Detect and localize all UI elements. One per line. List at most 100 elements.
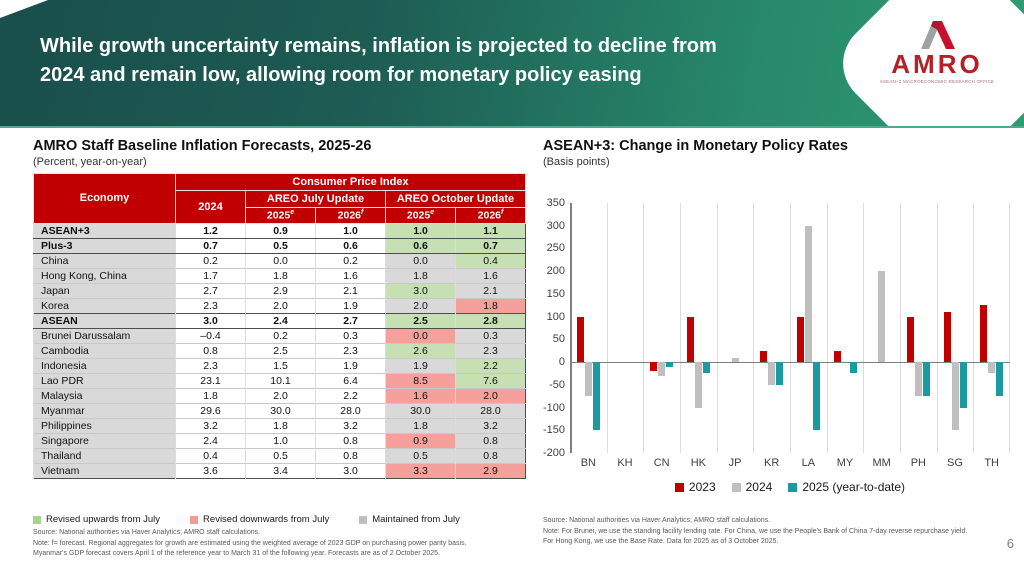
- y-tick-label: -50: [549, 378, 565, 391]
- y-tick-label: -150: [542, 424, 565, 437]
- value-cell: 1.7: [175, 267, 246, 283]
- table-row-indonesia: Indonesia 2.3 1.5 1.9 1.9 2.2: [33, 357, 526, 373]
- value-cell: 0.0: [245, 252, 316, 268]
- chart-legend: 2023 2024 2025 (year-to-date): [570, 480, 1010, 494]
- legend-swatch-icon: [33, 515, 41, 524]
- value-cell: 1.1: [454, 222, 526, 239]
- table-row-vietnam: Vietnam 3.6 3.4 3.0 3.3 2.9: [33, 462, 526, 478]
- bar-bn-2025: [592, 362, 600, 431]
- value-cell: 28.0: [315, 402, 386, 418]
- gridline: [936, 203, 938, 453]
- table-row-philippines: Philippines 3.2 1.8 3.2 1.8 3.2: [33, 417, 526, 433]
- header-banner: While growth uncertainty remains, inflat…: [0, 0, 1024, 128]
- chart-source: Source: National authorities via Haver A…: [543, 517, 771, 524]
- value-cell: 2.4: [175, 432, 246, 448]
- value-cell: –0.4: [175, 327, 246, 343]
- page-number: 6: [1006, 536, 1014, 551]
- slide-title-line1: While growth uncertainty remains, inflat…: [40, 35, 717, 57]
- x-axis: BN KH CN HK JP KR LA MY MM PH SG TH: [570, 457, 1010, 472]
- value-cell: 3.2: [315, 417, 386, 433]
- x-tick-label-mm: MM: [872, 457, 891, 469]
- value-cell: 0.8: [315, 432, 386, 448]
- value-cell: 0.0: [385, 252, 456, 268]
- value-cell: 23.1: [175, 372, 246, 388]
- economy-cell: Vietnam: [33, 462, 176, 478]
- bar-bn-2023: [576, 316, 584, 363]
- chart-footnote: Source: National authorities via Haver A…: [543, 516, 967, 548]
- chart-legend-item: 2023: [674, 480, 716, 494]
- legend-label: Revised upwards from July: [46, 514, 161, 525]
- value-cell: 2.3: [315, 342, 386, 358]
- value-cell: 0.8: [454, 447, 526, 463]
- table-row-asean+3: ASEAN+3 1.2 0.9 1.0 1.0 1.1: [33, 222, 526, 239]
- table-note-1: Note: f= forecast. Regional aggregates f…: [33, 539, 467, 547]
- value-cell: 3.0: [385, 282, 456, 298]
- table-row-japan: Japan 2.7 2.9 2.1 3.0 2.1: [33, 282, 526, 298]
- economy-cell: China: [33, 252, 176, 268]
- economy-cell: Indonesia: [33, 357, 176, 373]
- amro-logo-mark: [921, 21, 955, 49]
- bar-cn-2023: [650, 362, 658, 372]
- value-cell: 0.9: [245, 222, 316, 239]
- value-cell: 2.6: [385, 342, 456, 358]
- legend-label: Maintained from July: [372, 514, 460, 525]
- inflation-table-panel: AMRO Staff Baseline Inflation Forecasts,…: [33, 138, 527, 557]
- table-note-2: Myanmar's GDP forecast covers April 1 of…: [33, 550, 441, 557]
- economy-cell: Thailand: [33, 447, 176, 463]
- table-title: AMRO Staff Baseline Inflation Forecasts,…: [33, 138, 372, 154]
- gridline: [900, 203, 901, 453]
- bar-ph-2024: [914, 362, 922, 397]
- y-tick-label: 0: [558, 356, 565, 369]
- value-cell: 0.4: [454, 252, 526, 268]
- value-cell: 3.2: [175, 417, 246, 433]
- zero-axis-line: [570, 361, 1010, 364]
- plot-area: [570, 203, 1010, 453]
- value-cell: 2.2: [454, 357, 526, 373]
- x-tick-label-bn: BN: [580, 457, 596, 469]
- value-cell: 1.5: [245, 357, 316, 373]
- bar-th-2023: [980, 305, 988, 363]
- y-tick-label: 300: [546, 219, 565, 232]
- gridline: [790, 203, 791, 453]
- legend-swatch-icon: [731, 482, 741, 492]
- corner-decoration: [0, 0, 48, 18]
- economy-cell: Cambodia: [33, 342, 176, 358]
- value-cell: 0.2: [315, 252, 386, 268]
- col-header-2024: 2024: [175, 190, 246, 224]
- value-cell: 2.0: [245, 297, 316, 313]
- x-tick-label-kh: KH: [617, 457, 633, 469]
- gridline: [826, 203, 828, 453]
- economy-cell: ASEAN+3: [33, 222, 176, 239]
- value-cell: 1.8: [385, 267, 456, 283]
- policy-rate-chart-panel: ASEAN+3: Change in Monetary Policy Rates…: [543, 138, 1013, 545]
- table-source: Source: National authorities via Haver A…: [33, 529, 261, 536]
- bar-th-2024: [988, 362, 996, 374]
- gridline: [863, 203, 865, 453]
- value-cell: 0.6: [315, 237, 386, 254]
- value-cell: 0.8: [315, 447, 386, 463]
- value-cell: 0.5: [385, 447, 456, 463]
- economy-cell: Myanmar: [33, 402, 176, 418]
- gridline: [1009, 203, 1010, 453]
- value-cell: 3.2: [454, 417, 526, 433]
- bar-kr-2025: [776, 362, 784, 385]
- table-row-china: China 0.2 0.0 0.2 0.0 0.4: [33, 252, 526, 268]
- value-cell: 3.0: [315, 462, 386, 478]
- value-cell: 1.6: [385, 387, 456, 403]
- value-cell: 1.0: [245, 432, 316, 448]
- table-row-plus-3: Plus-3 0.7 0.5 0.6 0.6 0.7: [33, 237, 526, 254]
- economy-cell: Brunei Darussalam: [33, 327, 176, 343]
- table-legend: Revised upwards from July Revised downwar…: [33, 514, 525, 525]
- bar-sg-2023: [943, 312, 951, 363]
- legend-label: 2023: [688, 480, 716, 494]
- col-header-july: AREO July Update: [245, 190, 386, 208]
- value-cell: 10.1: [245, 372, 316, 388]
- chart-subtitle: (Basis points): [543, 156, 610, 168]
- table-footnote: Source: National authorities via Haver A…: [33, 528, 467, 560]
- x-tick-label-sg: SG: [947, 457, 963, 469]
- value-cell: 0.2: [245, 327, 316, 343]
- value-cell: 3.3: [385, 462, 456, 478]
- bar-sg-2025: [959, 362, 967, 408]
- y-axis: 350 300 250 200 150 100 50 0 -50 -100 -150 -200: [542, 197, 570, 459]
